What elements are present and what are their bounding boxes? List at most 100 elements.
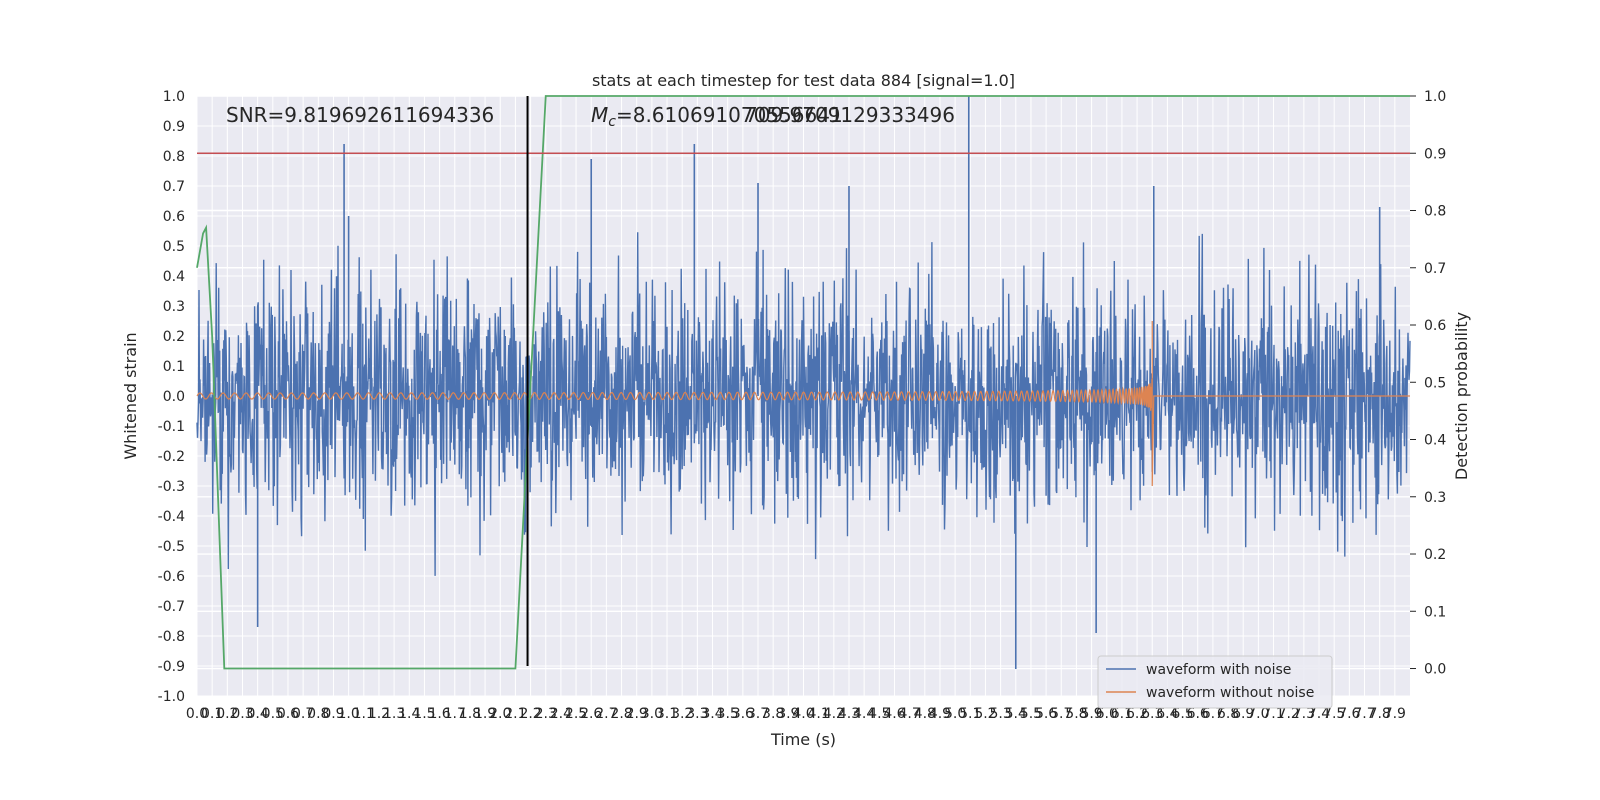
series-waveform-with-noise — [196, 96, 1411, 669]
overlapping-annotation: 709.9709129333496 — [745, 103, 955, 127]
x-tick-label: 4.7 — [899, 706, 921, 722]
y-tick-label: 0.7 — [163, 179, 185, 195]
y-axis-label: Whitened strain — [121, 332, 140, 459]
x-tick-label: 4.0 — [792, 706, 814, 722]
x-tick-label: 2.8 — [610, 706, 632, 722]
x-tick-label: 5.9 — [1080, 706, 1102, 722]
x-tick-label: 0.6 — [277, 706, 299, 722]
x-tick-label: 2.2 — [519, 706, 541, 722]
x-tick-label: 3.9 — [777, 706, 799, 722]
x-tick-label: 5.0 — [944, 706, 966, 722]
x-tick-label: 0.4 — [247, 706, 269, 722]
x-tick-label: 7.0 — [1247, 706, 1269, 722]
y-tick-label: 0.3 — [163, 299, 185, 315]
x-tick-label: 5.8 — [1065, 706, 1087, 722]
x-tick-label: 7.8 — [1369, 706, 1391, 722]
y-tick-label-right: 1.0 — [1424, 89, 1446, 105]
x-tick-label: 3.6 — [732, 706, 754, 722]
x-ticks: 0.00.10.20.30.40.50.60.70.80.91.01.11.21… — [186, 706, 1406, 722]
y-tick-label: -0.9 — [158, 659, 185, 675]
y-tick-label-right: 0.5 — [1424, 375, 1446, 391]
x-tick-label: 7.1 — [1262, 706, 1284, 722]
x-tick-label: 6.2 — [1126, 706, 1148, 722]
y-tick-label: 0.5 — [163, 239, 185, 255]
x-tick-label: 4.8 — [914, 706, 936, 722]
y-tick-label: 0.2 — [163, 329, 185, 345]
y-tick-label-right: 0.9 — [1424, 146, 1446, 162]
y-tick-label: -0.7 — [158, 599, 185, 615]
y-tick-label-right: 0.1 — [1424, 604, 1446, 620]
x-tick-label: 1.7 — [444, 706, 466, 722]
y-tick-label-right: 0.0 — [1424, 662, 1446, 678]
x-tick-label: 6.5 — [1171, 706, 1193, 722]
chart-title: stats at each timestep for test data 884… — [592, 71, 1015, 90]
chirp-mass-value: =8.610691070556641 — [616, 103, 843, 127]
x-tick-label: 0.1 — [201, 706, 223, 722]
x-tick-label: 3.5 — [717, 706, 739, 722]
x-tick-label: 1.2 — [368, 706, 390, 722]
series-waveform-without-noise — [196, 321, 1410, 487]
x-tick-label: 1.0 — [337, 706, 359, 722]
x-tick-label: 2.1 — [504, 706, 526, 722]
y-tick-label: -0.8 — [158, 629, 185, 645]
x-tick-label: 1.1 — [353, 706, 375, 722]
x-tick-label: 4.4 — [853, 706, 875, 722]
x-tick-label: 2.0 — [489, 706, 511, 722]
x-tick-label: 6.3 — [1141, 706, 1163, 722]
y-tick-label-right: 0.6 — [1424, 318, 1446, 334]
x-tick-label: 1.8 — [459, 706, 481, 722]
x-tick-label: 2.9 — [626, 706, 648, 722]
x-tick-label: 2.5 — [565, 706, 587, 722]
x-tick-label: 7.5 — [1323, 706, 1345, 722]
x-tick-label: 1.4 — [398, 706, 420, 722]
x-tick-label: 3.8 — [762, 706, 784, 722]
y-tick-label: 0.8 — [163, 149, 185, 165]
x-tick-label: 4.3 — [838, 706, 860, 722]
series-detection-probability — [196, 95, 1410, 670]
x-tick-label: 5.7 — [1050, 706, 1072, 722]
x-tick-label: 7.4 — [1308, 706, 1330, 722]
probability-trace — [196, 95, 1410, 670]
x-tick-label: 0.3 — [231, 706, 253, 722]
x-tick-label: 3.7 — [747, 706, 769, 722]
x-tick-label: 7.9 — [1384, 706, 1406, 722]
x-tick-label: 5.2 — [974, 706, 996, 722]
x-tick-label: 6.8 — [1217, 706, 1239, 722]
x-tick-label: 1.3 — [383, 706, 405, 722]
x-tick-label: 5.5 — [1020, 706, 1042, 722]
x-tick-label: 4.6 — [883, 706, 905, 722]
y-tick-label: 1.0 — [163, 89, 185, 105]
x-tick-label: 2.4 — [550, 706, 572, 722]
x-tick-label: 5.3 — [989, 706, 1011, 722]
y-tick-label-right: 0.2 — [1424, 547, 1446, 563]
x-tick-label: 1.5 — [413, 706, 435, 722]
x-tick-label: 2.7 — [595, 706, 617, 722]
y-tick-label: 0.1 — [163, 359, 185, 375]
y-tick-label: -0.1 — [158, 419, 185, 435]
y-tick-label: -1.0 — [158, 689, 185, 705]
y-ticks-left: -1.0 -0.9 -0.8 -0.7 -0.6 -0.5 -0.4 -0.3 -0.2 -0.1… — [158, 89, 185, 705]
x-tick-label: 0.5 — [262, 706, 284, 722]
x-tick-label: 4.1 — [808, 706, 830, 722]
legend-label-clean: waveform without noise — [1146, 685, 1314, 701]
x-tick-label: 2.3 — [535, 706, 557, 722]
x-tick-label: 1.6 — [428, 706, 450, 722]
noise-trace — [196, 232, 1411, 576]
legend-box — [1097, 655, 1333, 709]
x-tick-label: 6.6 — [1187, 706, 1209, 722]
y-tick-label: 0.9 — [163, 119, 185, 135]
x-tick-label: 4.9 — [929, 706, 951, 722]
y-axis-label-right: Detection probability — [1452, 312, 1471, 480]
x-tick-label: 3.0 — [641, 706, 663, 722]
x-tick-label: 0.7 — [292, 706, 314, 722]
y-tick-label: -0.2 — [158, 449, 185, 465]
y-tick-label-right: 0.7 — [1424, 261, 1446, 277]
x-tick-label: 4.2 — [823, 706, 845, 722]
x-tick-label: 0.0 — [186, 706, 208, 722]
x-tick-label: 2.6 — [580, 706, 602, 722]
x-tick-label: 1.9 — [474, 706, 496, 722]
y-tick-label: -0.4 — [158, 509, 185, 525]
y-tick-label: -0.3 — [158, 479, 185, 495]
y-tick-label-right: 0.8 — [1424, 204, 1446, 220]
